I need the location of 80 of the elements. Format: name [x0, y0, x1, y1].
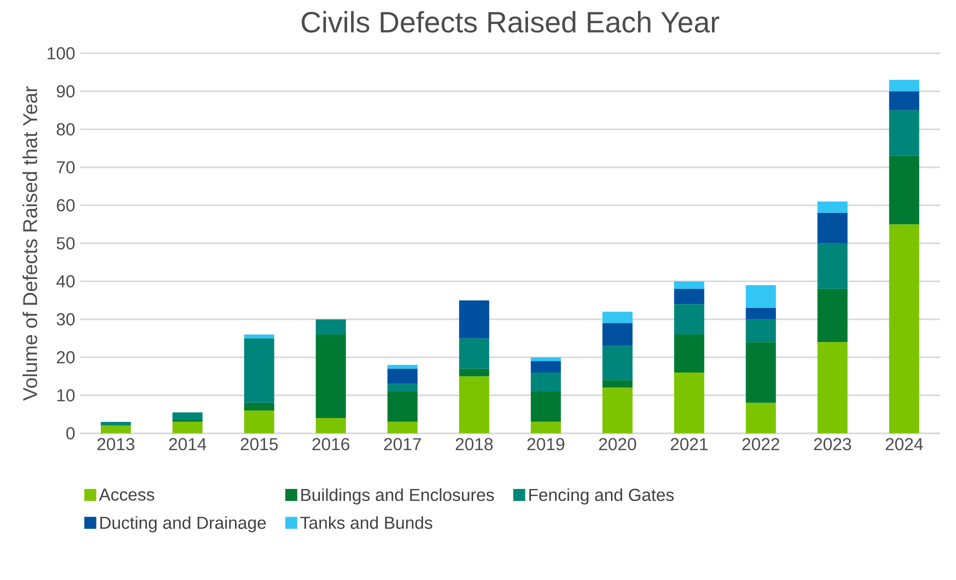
bar — [387, 368, 418, 384]
y-tick-label: 30 — [56, 313, 75, 326]
bar — [100, 422, 131, 426]
bar — [746, 402, 776, 434]
bar — [817, 212, 848, 244]
bar — [817, 202, 848, 213]
bar — [530, 422, 561, 434]
bar — [244, 402, 274, 411]
bar — [459, 338, 490, 369]
bar — [817, 243, 848, 289]
bar — [316, 319, 346, 335]
bar — [602, 312, 633, 324]
x-tick-label: 2014 — [169, 438, 206, 450]
bar — [889, 224, 920, 434]
bar — [817, 342, 848, 434]
bar — [459, 376, 490, 434]
x-tick-label: 2022 — [742, 438, 780, 450]
bar — [674, 288, 704, 304]
bar — [602, 346, 633, 380]
legend-label: Tanks and Bunds — [300, 516, 432, 529]
legend-label: Fencing and Gates — [529, 488, 674, 504]
y-tick-label: 10 — [57, 389, 75, 402]
bar — [889, 80, 920, 92]
y-tick-label: 90 — [56, 85, 75, 98]
bar — [387, 384, 418, 392]
bar — [172, 412, 203, 420]
y-tick-label: 60 — [56, 199, 75, 212]
x-tick-label: 2015 — [240, 438, 278, 450]
bar — [316, 334, 346, 418]
bar — [746, 308, 776, 320]
bar — [889, 110, 920, 156]
bar — [602, 388, 633, 434]
bar — [602, 323, 633, 346]
bar — [244, 334, 274, 338]
legend-label: Buildings and Enclosures — [301, 488, 494, 504]
bar — [387, 422, 418, 434]
bar — [459, 300, 490, 338]
x-tick-label: 2017 — [384, 438, 421, 450]
bar — [459, 368, 490, 376]
bar — [746, 342, 776, 403]
x-tick-label: 2020 — [599, 438, 636, 450]
y-tick-label: 70 — [56, 161, 75, 174]
y-axis-title: Volume of Defects Raised that Year — [22, 86, 38, 401]
bar — [674, 304, 704, 335]
x-tick-label: 2023 — [814, 438, 852, 450]
bar — [889, 156, 920, 224]
bar — [530, 361, 561, 373]
y-tick-label: 100 — [48, 47, 75, 60]
chart-title: Civils Defects Raised Each Year — [302, 11, 720, 33]
bar — [530, 392, 561, 422]
legend-label: Ducting and Drainage — [100, 516, 266, 532]
y-tick-label: 80 — [56, 123, 75, 136]
bar — [387, 392, 418, 422]
bar — [530, 357, 561, 362]
bar — [316, 418, 346, 434]
legend-label: Access — [98, 488, 154, 501]
bar — [602, 380, 633, 388]
y-tick-label: 40 — [56, 275, 75, 288]
bar — [746, 285, 776, 308]
bar — [244, 338, 274, 403]
x-tick-label: 2024 — [886, 438, 923, 450]
bar — [674, 281, 704, 289]
bar — [387, 364, 418, 369]
bar — [100, 426, 131, 434]
y-tick-label: 0 — [66, 427, 75, 440]
bar — [172, 422, 203, 434]
x-tick-label: 2018 — [456, 438, 493, 450]
bar — [746, 319, 776, 342]
bar — [889, 91, 920, 110]
bar — [530, 372, 561, 392]
x-tick-label: 2019 — [527, 438, 564, 450]
bar — [674, 372, 704, 434]
y-tick-label: 20 — [56, 351, 75, 364]
y-tick-label: 50 — [56, 237, 75, 250]
bar — [817, 288, 848, 342]
x-tick-label: 2016 — [312, 438, 350, 450]
bar — [244, 410, 274, 434]
x-tick-label: 2013 — [97, 438, 134, 450]
x-tick-label: 2021 — [670, 438, 708, 450]
bar — [674, 334, 704, 373]
